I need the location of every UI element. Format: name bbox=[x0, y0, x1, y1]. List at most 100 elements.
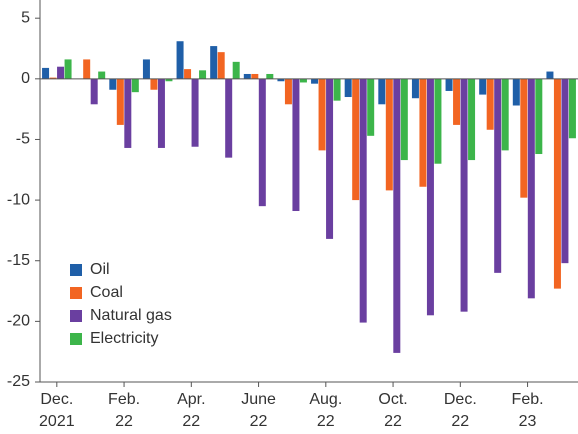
bar bbox=[150, 78, 158, 90]
legend-swatch bbox=[70, 310, 82, 322]
bar bbox=[426, 78, 434, 316]
bar bbox=[501, 78, 509, 151]
x-tick-label-line: Aug. bbox=[309, 391, 342, 408]
bar bbox=[468, 78, 476, 161]
bar bbox=[64, 59, 72, 79]
bar bbox=[393, 78, 401, 353]
bar bbox=[344, 78, 352, 98]
bar bbox=[453, 78, 461, 125]
bar bbox=[527, 78, 535, 299]
x-tick-label: Feb. 22 bbox=[108, 391, 140, 430]
legend-label: Oil bbox=[90, 261, 110, 278]
x-tick-label-line: Apr. bbox=[177, 391, 205, 408]
bar bbox=[546, 71, 554, 79]
bar bbox=[359, 78, 367, 323]
legend-label: Natural gas bbox=[90, 307, 172, 324]
x-tick-label-line: 22 bbox=[115, 413, 133, 430]
bar bbox=[184, 69, 192, 79]
legend-swatch bbox=[70, 287, 82, 299]
x-tick-label: Aug. 22 bbox=[309, 391, 342, 430]
bar bbox=[90, 78, 98, 105]
legend-swatch bbox=[70, 333, 82, 345]
bar bbox=[299, 78, 307, 83]
x-tick-label-line: 22 bbox=[384, 413, 402, 430]
bar bbox=[199, 70, 207, 79]
bar bbox=[311, 78, 319, 84]
legend-label: Electricity bbox=[90, 330, 158, 347]
bar bbox=[217, 52, 225, 79]
bar bbox=[176, 41, 184, 79]
x-tick-label: Feb. 23 bbox=[512, 391, 544, 430]
y-tick-label: -20 bbox=[7, 313, 30, 330]
bar bbox=[191, 78, 199, 147]
bar bbox=[131, 78, 139, 93]
bar bbox=[520, 78, 528, 198]
bar bbox=[494, 78, 502, 273]
x-tick-label-line: 2021 bbox=[39, 413, 75, 430]
bar bbox=[378, 78, 386, 105]
bar bbox=[251, 73, 259, 79]
x-tick-label-line: 22 bbox=[250, 413, 268, 430]
bar bbox=[460, 78, 468, 312]
x-tick-label: Oct. 22 bbox=[378, 391, 407, 430]
bar bbox=[210, 46, 218, 79]
y-tick-label: 5 bbox=[21, 9, 30, 26]
bar bbox=[57, 66, 65, 79]
bar bbox=[165, 78, 173, 82]
bar bbox=[124, 78, 132, 148]
bar bbox=[292, 78, 300, 212]
x-tick-label-line: Feb. bbox=[108, 391, 140, 408]
y-tick-label: 0 bbox=[21, 70, 30, 87]
bar bbox=[333, 78, 341, 101]
bar bbox=[277, 78, 285, 82]
bar bbox=[266, 73, 274, 79]
legend-swatch bbox=[70, 264, 82, 276]
bar bbox=[367, 78, 375, 136]
x-tick-label-line: Dec. bbox=[40, 391, 73, 408]
bar bbox=[116, 78, 124, 125]
bar bbox=[553, 78, 561, 289]
y-tick-label: -5 bbox=[16, 131, 30, 148]
bar bbox=[225, 78, 233, 158]
bar bbox=[352, 78, 360, 201]
y-tick-label: -15 bbox=[7, 252, 30, 269]
bar bbox=[486, 78, 494, 130]
x-tick-label: June 22 bbox=[241, 391, 276, 430]
bar bbox=[479, 78, 487, 95]
x-tick-label-line: 22 bbox=[317, 413, 335, 430]
bar bbox=[98, 71, 106, 79]
x-tick-label-line: 23 bbox=[519, 413, 537, 430]
bar bbox=[258, 78, 266, 207]
bar bbox=[49, 77, 57, 79]
bar bbox=[284, 78, 292, 105]
bar bbox=[535, 78, 543, 155]
bar bbox=[157, 78, 165, 148]
bar bbox=[411, 78, 419, 99]
bar bbox=[243, 73, 251, 79]
bar bbox=[326, 78, 334, 239]
bar bbox=[83, 59, 91, 79]
bar bbox=[561, 78, 569, 264]
bar bbox=[445, 78, 453, 91]
x-tick-label-line: Dec. bbox=[444, 391, 477, 408]
bar bbox=[385, 78, 393, 191]
bar bbox=[568, 78, 576, 139]
x-tick-label-line: Oct. bbox=[378, 391, 407, 408]
x-tick-label: Dec. 2021 bbox=[39, 391, 75, 430]
x-tick-label-line: 22 bbox=[182, 413, 200, 430]
bar bbox=[434, 78, 442, 164]
x-tick-label-line: 22 bbox=[451, 413, 469, 430]
x-tick-label: Apr. 22 bbox=[177, 391, 205, 430]
bar bbox=[512, 78, 520, 106]
bar bbox=[318, 78, 326, 151]
bar bbox=[109, 78, 117, 90]
x-tick-label-line: June bbox=[241, 391, 276, 408]
x-tick-label: Dec. 22 bbox=[444, 391, 477, 430]
x-tick-label-line: Feb. bbox=[512, 391, 544, 408]
bar bbox=[400, 78, 408, 161]
y-tick-label: -25 bbox=[7, 373, 30, 390]
bar bbox=[42, 67, 50, 79]
bar bbox=[142, 59, 150, 79]
bar bbox=[419, 78, 427, 187]
